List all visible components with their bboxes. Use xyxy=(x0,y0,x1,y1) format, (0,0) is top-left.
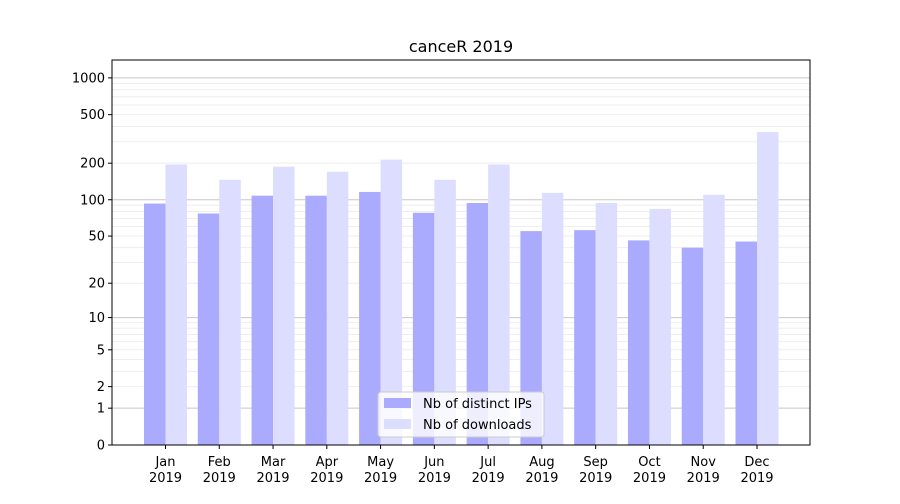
y-tick-label: 500 xyxy=(80,108,105,123)
bar-distinct-ips xyxy=(197,213,220,445)
x-tick-label-month: Mar xyxy=(261,455,286,470)
x-tick-label-year: 2019 xyxy=(633,471,666,486)
bar-downloads xyxy=(488,164,510,445)
x-tick-label-year: 2019 xyxy=(525,471,558,486)
bar-distinct-ips xyxy=(305,195,327,445)
bar-distinct-ips xyxy=(359,191,381,445)
x-tick-label-year: 2019 xyxy=(256,471,289,486)
bar-distinct-ips xyxy=(681,247,704,445)
x-tick-label-month: May xyxy=(367,455,394,470)
legend-swatch-downloads xyxy=(384,419,411,429)
y-tick-label: 0 xyxy=(97,439,105,454)
bar-distinct-ips xyxy=(466,203,489,445)
x-tick-label-month: Jul xyxy=(479,455,496,470)
bar-distinct-ips xyxy=(574,230,596,445)
x-tick-label-month: Feb xyxy=(208,455,231,470)
x-tick-label-month: Jun xyxy=(423,455,444,470)
legend-swatch-ips xyxy=(384,398,411,408)
bar-distinct-ips xyxy=(735,241,757,445)
x-tick-label-year: 2019 xyxy=(203,471,236,486)
legend-box xyxy=(377,391,545,438)
legend-label-downloads: Nb of downloads xyxy=(423,418,532,433)
bar-downloads xyxy=(380,159,403,445)
bar-distinct-ips xyxy=(412,212,435,445)
x-tick-label-year: 2019 xyxy=(418,471,451,486)
y-tick-label: 100 xyxy=(80,193,105,208)
bar-downloads xyxy=(219,179,241,445)
bar-downloads xyxy=(757,132,779,445)
x-tick-label-year: 2019 xyxy=(149,471,182,486)
x-tick-label-year: 2019 xyxy=(364,471,397,486)
y-tick-label: 50 xyxy=(88,230,105,245)
x-tick-label-year: 2019 xyxy=(310,471,343,486)
bar-downloads xyxy=(541,192,564,445)
y-tick-label: 5 xyxy=(97,343,105,358)
x-tick-label-month: Apr xyxy=(316,455,339,470)
bar-downloads xyxy=(434,179,456,445)
bar-downloads xyxy=(326,171,349,446)
y-tick-label: 20 xyxy=(88,277,105,292)
bar-downloads xyxy=(649,208,671,445)
x-tick-label-month: Jan xyxy=(154,455,175,470)
plot-frame xyxy=(111,59,811,446)
legend: Nb of distinct IPs Nb of downloads xyxy=(377,391,545,438)
x-tick-label-month: Nov xyxy=(691,455,717,470)
bar-downloads xyxy=(595,203,618,445)
bar-downloads xyxy=(703,194,725,445)
bar-distinct-ips xyxy=(251,195,274,445)
chart-title: canceR 2019 xyxy=(409,37,513,56)
bar-distinct-ips xyxy=(144,203,166,445)
bar-distinct-ips xyxy=(627,240,650,445)
x-tick-label-month: Aug xyxy=(529,455,554,470)
y-tick-label: 1000 xyxy=(72,71,105,86)
x-tick-label-year: 2019 xyxy=(579,471,612,486)
bar-downloads xyxy=(273,166,295,445)
x-tick-label-year: 2019 xyxy=(472,471,505,486)
x-tick-label-year: 2019 xyxy=(740,471,773,486)
legend-label-ips: Nb of distinct IPs xyxy=(423,397,532,412)
y-tick-label: 10 xyxy=(88,311,105,326)
y-tick-label: 1 xyxy=(97,402,105,417)
x-tick-label-month: Oct xyxy=(638,455,660,470)
x-tick-label-month: Sep xyxy=(583,455,608,470)
x-tick-label-month: Dec xyxy=(744,455,769,470)
bar-downloads xyxy=(165,164,187,445)
y-tick-label: 200 xyxy=(80,157,105,172)
y-tick-label: 2 xyxy=(97,380,105,395)
x-tick-label-year: 2019 xyxy=(687,471,720,486)
